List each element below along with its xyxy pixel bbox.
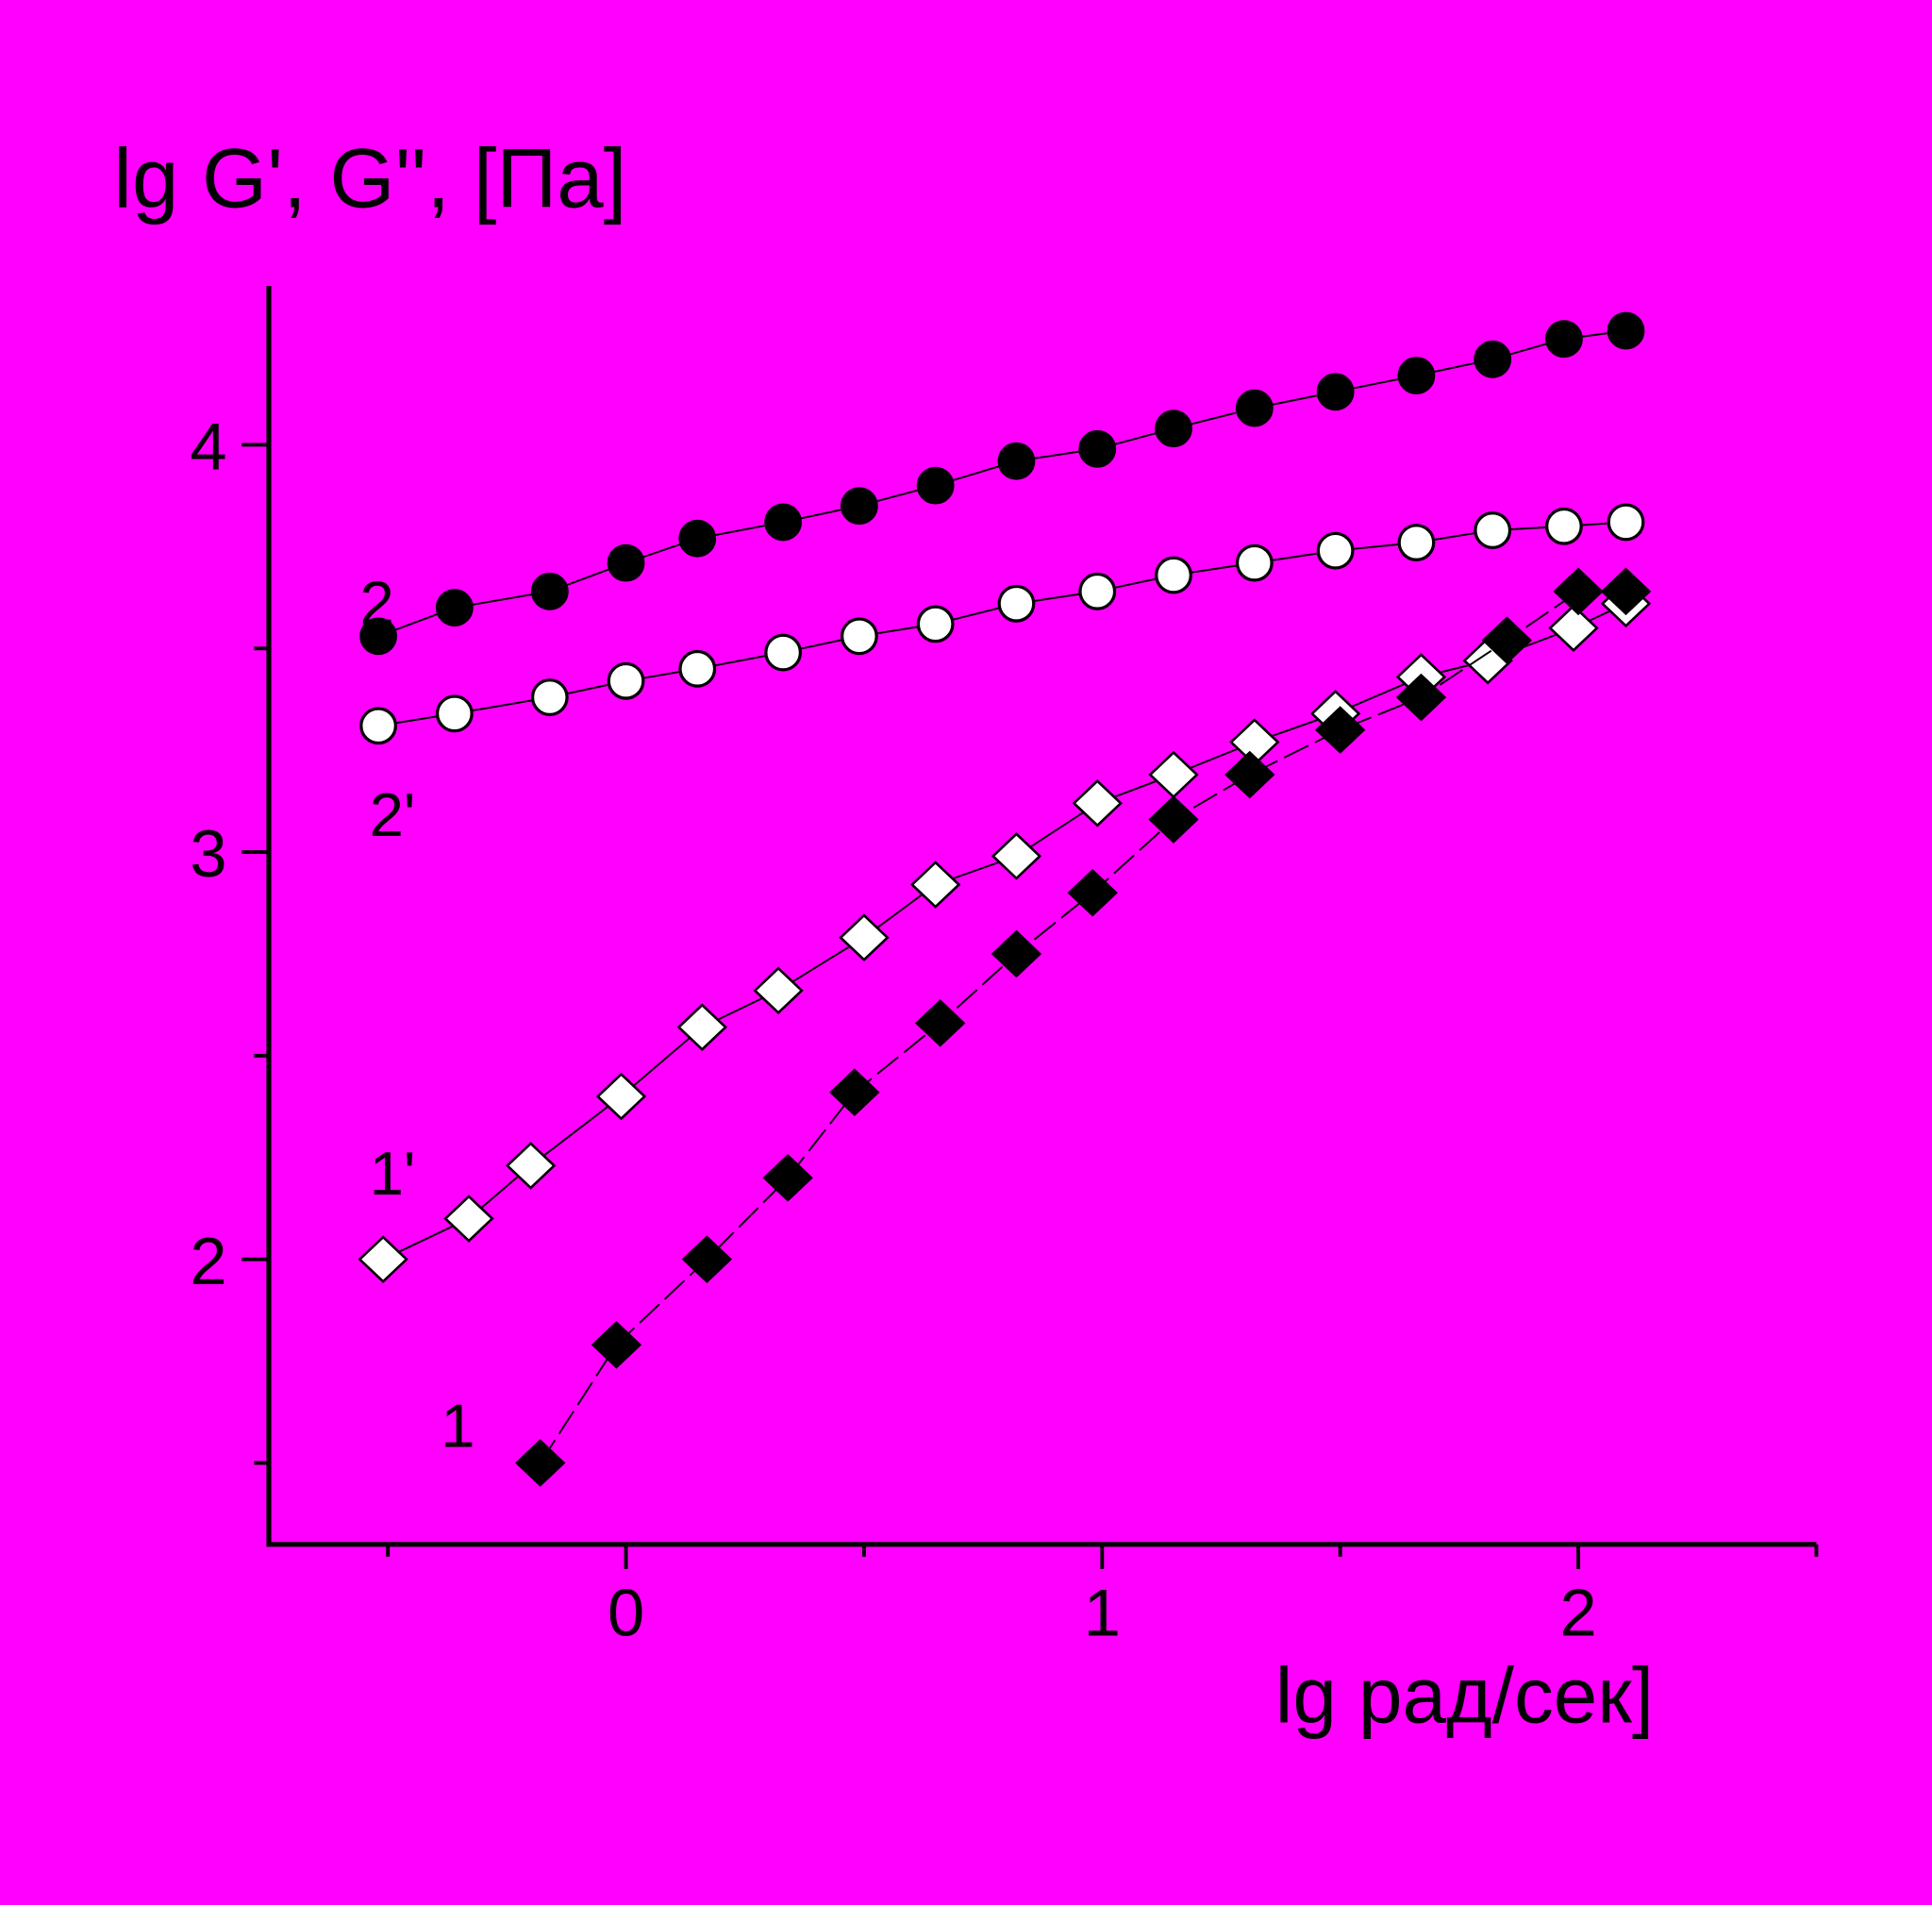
data-point [591,1321,642,1369]
data-point [435,694,474,733]
data-point [359,707,398,745]
data-point [840,487,878,526]
data-point [916,466,955,505]
data-point [678,649,717,688]
data-point [1316,531,1355,570]
data-point [530,572,569,610]
data-point [1607,311,1645,350]
data-point [753,966,804,1015]
data-point [1078,429,1117,468]
data-point [607,661,645,700]
data-point [909,861,961,909]
axes: 2 3 4 0 1 2 [190,286,1819,1649]
x-tick-label: 2 [1559,1575,1596,1649]
data-point [829,1068,880,1117]
data-point [1072,778,1123,827]
x-axis-label: lg рад/сек] [1275,1651,1654,1740]
data-point [1224,750,1275,799]
data-point [1548,604,1599,652]
data-point [764,633,803,672]
data-point [358,1235,408,1283]
data-point [1397,357,1436,394]
series-4: 1 [441,567,1652,1487]
data-point [991,929,1042,978]
x-tick-label: 0 [608,1575,644,1649]
series-label: 1' [370,1139,416,1208]
data-point [530,678,569,716]
data-point [1067,868,1118,917]
data-point [1474,511,1512,550]
data-point [991,832,1042,880]
series-3: 1' [358,579,1652,1283]
data-point [840,617,878,656]
data-point [514,1439,566,1487]
data-point [435,589,474,627]
data-point [1395,673,1447,722]
data-point [1148,795,1199,844]
data-point [1155,409,1192,448]
series-layer: 2 2' 1' 1 [358,311,1652,1487]
series-1: 2 [359,311,1645,656]
data-point [678,519,717,558]
data-point [1600,567,1652,616]
data-point [1397,524,1436,561]
data-point [1235,389,1274,427]
data-point [762,1154,813,1202]
data-point [1316,373,1355,411]
y-axis-label: lg G', G'', [Па] [113,131,626,225]
y-tick-label: 3 [190,816,226,891]
series-label: 2' [370,780,416,849]
data-point [1481,616,1533,664]
data-point [997,584,1036,623]
data-point [997,442,1036,480]
series-label: 2 [359,569,393,638]
series-label: 1 [441,1391,475,1460]
data-point [359,617,398,656]
series-2: 2' [359,503,1645,849]
data-point [505,1142,557,1190]
data-point [1544,507,1583,545]
x-tick-label: 1 [1084,1575,1121,1649]
data-point [681,1235,733,1283]
data-point [916,605,955,643]
data-point [764,503,803,542]
data-point [1544,320,1583,359]
y-tick-label: 4 [190,409,226,484]
data-point [914,999,966,1047]
data-point [1078,572,1117,610]
data-point [595,1072,647,1121]
data-point [1155,556,1192,594]
data-point [1235,543,1274,582]
data-point [607,543,645,582]
data-point [443,1195,494,1243]
data-point [1474,340,1512,378]
data-point [1553,567,1604,616]
data-point [1314,706,1366,754]
y-tick-label: 2 [190,1224,226,1298]
data-point [839,913,890,962]
data-point [1607,503,1645,542]
data-point [676,1003,728,1051]
